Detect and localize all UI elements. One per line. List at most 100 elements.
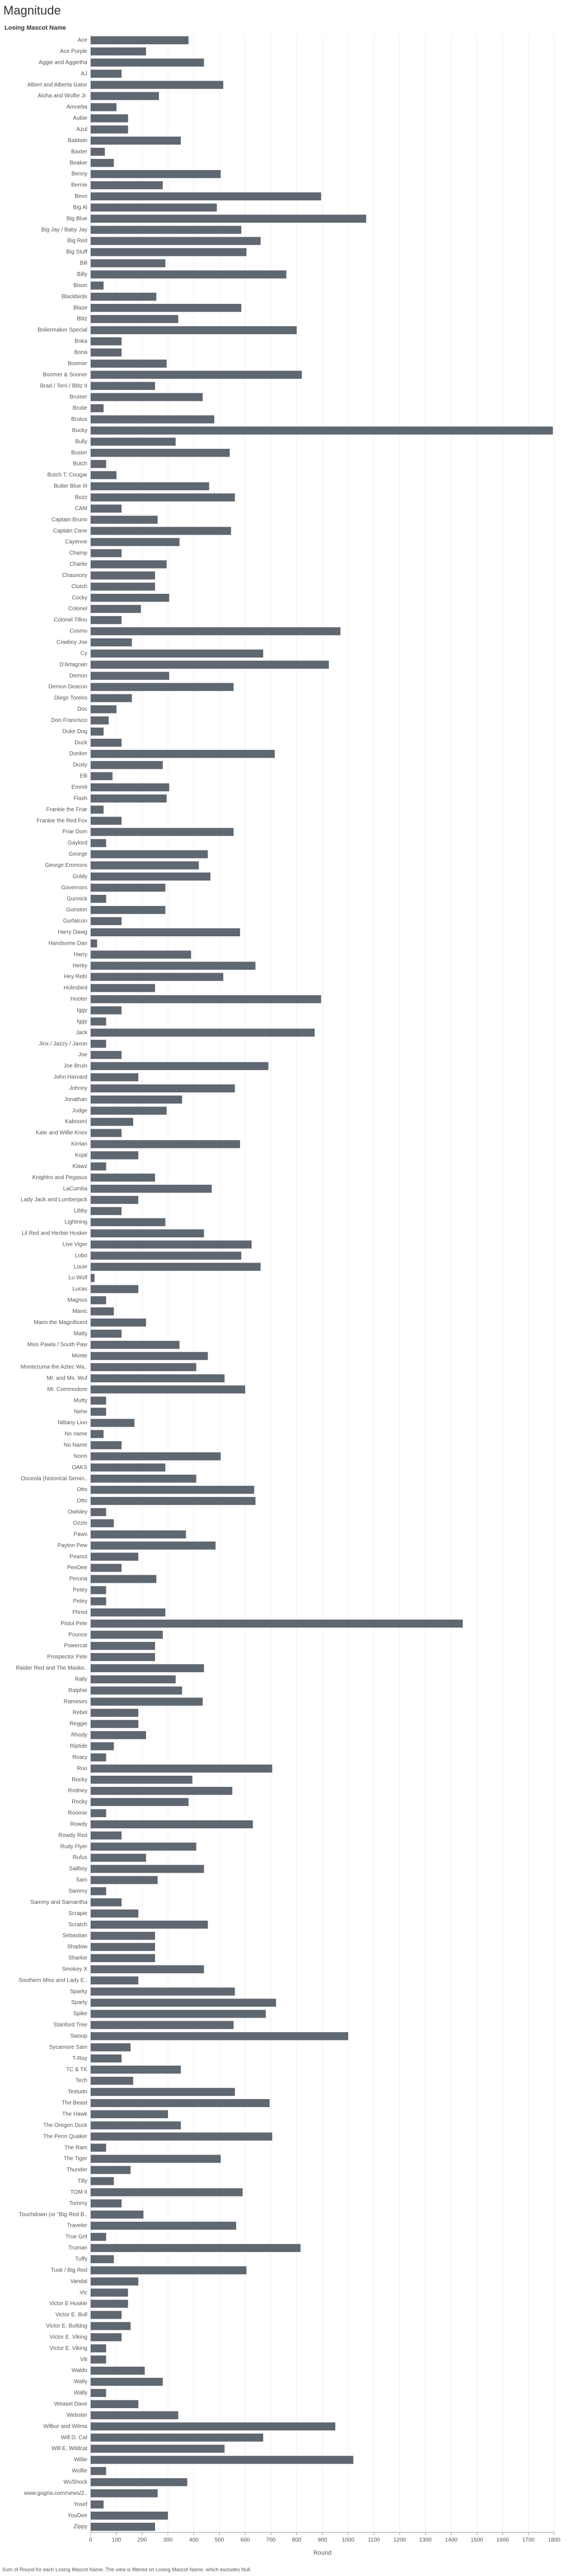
y-tick-label: Pistol Pete — [60, 1621, 87, 1627]
y-tick-label: Jack — [76, 1030, 88, 1036]
y-tick-label: Victor E. Viking — [50, 2334, 87, 2340]
y-tick-label: Norm — [74, 1453, 87, 1460]
y-tick-label: Rowdy Red — [58, 1832, 87, 1838]
bar — [91, 1174, 155, 1182]
bar — [91, 92, 159, 100]
bar — [91, 1686, 182, 1695]
y-tick-label: Frankie the Friar — [46, 806, 88, 813]
y-tick-label: Brutus — [71, 416, 87, 423]
bar — [91, 2032, 348, 2040]
bar — [91, 2366, 145, 2375]
y-tick-label: Klawz — [72, 1163, 87, 1170]
y-tick-label: Cosmo — [69, 628, 87, 635]
y-tick-label: Big Jay / Baby Jay — [41, 227, 87, 233]
bar — [91, 1050, 122, 1059]
y-tick-label: Lil Red and Herbie Husker — [22, 1230, 88, 1236]
bar — [91, 1329, 122, 1338]
bar — [91, 2489, 158, 2498]
y-tick-label: Bevo — [74, 194, 87, 200]
y-tick-label: Amoeba — [67, 104, 88, 110]
y-tick-label: Goldy — [73, 874, 87, 880]
y-tick-label: Rameses — [64, 1698, 87, 1705]
bar — [91, 1207, 122, 1216]
y-tick-label: CAM — [75, 505, 87, 512]
bar — [91, 303, 242, 312]
y-tick-label: Victor E. Bull — [55, 2312, 87, 2318]
y-tick-label: Benny — [72, 171, 87, 177]
y-tick-label: Beaker — [69, 160, 87, 166]
bar — [91, 1620, 463, 1628]
bar — [91, 1218, 166, 1227]
y-tick-label: Magnus — [67, 1297, 87, 1303]
bar — [91, 2266, 247, 2274]
bar — [91, 1831, 122, 1840]
y-tick-label: Smokey X — [62, 1966, 87, 1972]
bar — [91, 2300, 128, 2308]
bar — [91, 2522, 155, 2531]
bar — [91, 1251, 242, 1260]
bar — [91, 950, 191, 959]
bar — [91, 348, 122, 357]
y-tick-label: Sycamore Sam — [49, 2044, 87, 2051]
y-tick-label: Boomer — [68, 360, 88, 367]
bar — [91, 1419, 135, 1427]
bar — [91, 114, 128, 123]
bar — [91, 125, 128, 134]
y-tick-label: Sammy — [68, 1888, 87, 1894]
y-tick-label: George Emmons — [45, 862, 87, 869]
bar — [91, 2244, 301, 2253]
bar — [91, 1508, 106, 1517]
bar — [91, 861, 199, 870]
y-tick-label: Owlsley — [68, 1509, 87, 1515]
bar — [91, 1363, 196, 1372]
bar — [91, 471, 116, 480]
x-tick-label: 0 — [89, 2537, 92, 2544]
y-tick-label: Frankie the Red Fox — [36, 818, 87, 824]
bar — [91, 593, 170, 602]
bar — [91, 315, 179, 323]
bar — [91, 1151, 139, 1160]
y-tick-label: Bernie — [71, 182, 87, 189]
y-tick-label: Victor E Huskie — [49, 2301, 88, 2307]
x-tick-label: 1600 — [497, 2537, 509, 2544]
bar — [91, 1340, 180, 1349]
bar — [91, 1463, 166, 1472]
bar — [91, 170, 221, 179]
y-tick-label: Ace Purple — [60, 49, 87, 55]
x-tick-label: 1500 — [471, 2537, 484, 2544]
bar — [91, 359, 167, 368]
y-tick-label: Iggy — [77, 1007, 87, 1013]
y-tick-label: Vandal — [71, 2278, 87, 2284]
y-tick-label: Bully — [75, 439, 87, 445]
y-tick-label: Harry — [74, 951, 87, 958]
bar — [91, 2087, 235, 2096]
y-tick-label: Cocky — [72, 595, 87, 601]
bar — [91, 1575, 157, 1583]
bar — [91, 1129, 122, 1137]
y-tick-label: Colonel — [68, 606, 87, 612]
y-tick-label: Don Francisco — [51, 717, 88, 724]
y-tick-label: Sharkie — [68, 1955, 87, 1962]
bar — [91, 2356, 106, 2364]
y-tick-label: Rodney — [68, 1788, 87, 1794]
bar — [91, 1039, 106, 1048]
bar — [91, 248, 247, 256]
bar — [91, 2076, 133, 2085]
bar — [91, 917, 122, 926]
y-tick-label: Judge — [72, 1108, 88, 1114]
bar — [91, 158, 114, 167]
bar — [91, 2456, 354, 2464]
bar — [91, 337, 122, 346]
x-tick-label: 1300 — [419, 2537, 432, 2544]
y-tick-label: Rufus — [73, 1855, 87, 1861]
bar — [91, 2311, 122, 2319]
y-tick-label: Manic — [72, 1308, 87, 1315]
bar — [91, 2255, 114, 2264]
bar — [91, 2155, 221, 2163]
y-tick-label: Montezuma the Aztec Wa.. — [21, 1364, 87, 1371]
y-tick-label: Harry Dawg — [58, 930, 87, 936]
bar — [91, 2054, 122, 2063]
bar — [91, 393, 203, 401]
bar — [91, 1820, 253, 1828]
bar — [91, 2021, 234, 2029]
